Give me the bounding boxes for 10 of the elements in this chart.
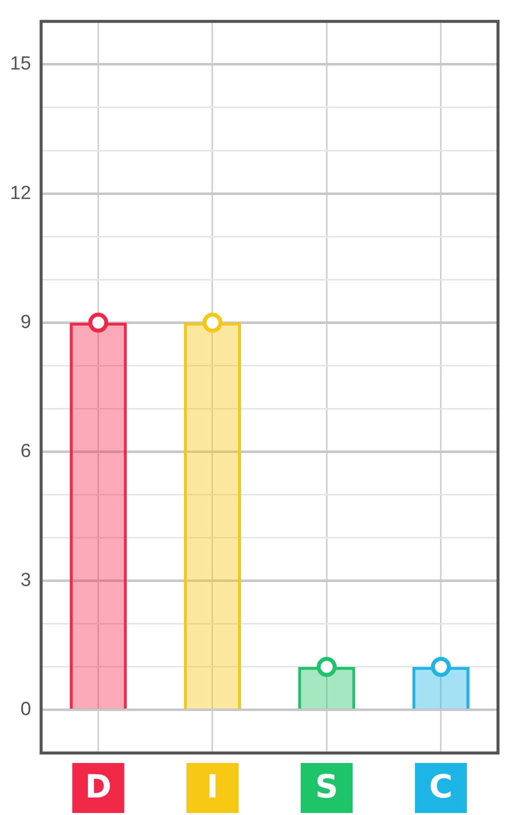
y-tick-label: 9 [20, 312, 32, 333]
y-tick-label: 6 [20, 440, 32, 462]
x-tick-label: D [84, 767, 112, 806]
y-tick-label: 0 [20, 699, 32, 720]
x-tick-label: S [315, 767, 338, 806]
x-tick-label: I [206, 767, 218, 806]
y-tick-label: 3 [20, 570, 32, 592]
x-tick-label: C [429, 767, 453, 806]
y-tick-label: 12 [10, 182, 32, 204]
y-tick-label: 15 [10, 54, 32, 75]
